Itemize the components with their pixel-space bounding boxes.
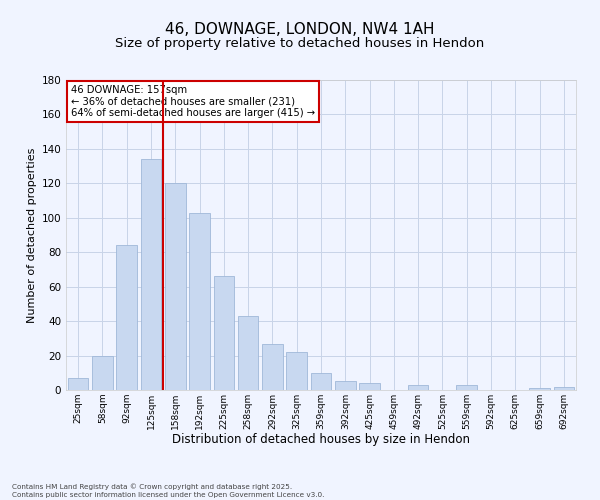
Bar [238,316,259,390]
Bar [214,276,234,390]
Bar [262,344,283,390]
X-axis label: Distribution of detached houses by size in Hendon: Distribution of detached houses by size … [172,434,470,446]
Bar [408,385,428,390]
Bar [457,385,477,390]
Bar [92,356,113,390]
Text: Size of property relative to detached houses in Hendon: Size of property relative to detached ho… [115,38,485,51]
Bar [554,386,574,390]
Bar [116,246,137,390]
Bar [165,184,185,390]
Bar [189,212,210,390]
Text: 46, DOWNAGE, LONDON, NW4 1AH: 46, DOWNAGE, LONDON, NW4 1AH [165,22,435,38]
Bar [68,378,88,390]
Bar [335,382,356,390]
Bar [140,159,161,390]
Y-axis label: Number of detached properties: Number of detached properties [27,148,37,322]
Bar [286,352,307,390]
Text: 46 DOWNAGE: 157sqm
← 36% of detached houses are smaller (231)
64% of semi-detach: 46 DOWNAGE: 157sqm ← 36% of detached hou… [71,84,315,118]
Bar [529,388,550,390]
Bar [359,383,380,390]
Text: Contains HM Land Registry data © Crown copyright and database right 2025.
Contai: Contains HM Land Registry data © Crown c… [12,484,325,498]
Bar [311,373,331,390]
